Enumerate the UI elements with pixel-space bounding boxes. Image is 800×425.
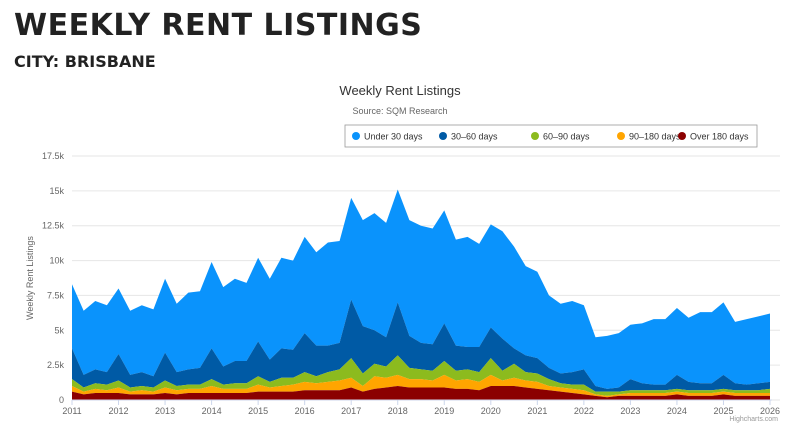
x-tick-label: 2025 <box>713 406 733 416</box>
legend-label: Under 30 days <box>364 132 423 142</box>
page-subtitle: CITY: BRISBANE <box>14 52 156 71</box>
y-tick-label: 17.5k <box>42 151 65 161</box>
legend-marker-icon <box>617 132 625 140</box>
y-axis-label: Weekly Rent Listings <box>25 236 35 320</box>
y-tick-label: 15k <box>49 186 64 196</box>
area-under-30-days[interactable] <box>72 189 770 389</box>
area-90-180-days[interactable] <box>72 374 770 398</box>
legend-marker-icon <box>439 132 447 140</box>
credits[interactable]: Highcharts.com <box>729 416 778 423</box>
legend-box <box>344 124 758 148</box>
y-tick-label: 10k <box>49 256 64 266</box>
legend-item[interactable]: 30–60 days <box>439 132 498 142</box>
y-tick-label: 5k <box>54 325 64 335</box>
legend-label: 30–60 days <box>451 132 498 142</box>
x-tick-label: 2013 <box>155 406 175 416</box>
y-tick-label: 7.5k <box>47 290 65 300</box>
x-tick-label: 2012 <box>109 406 129 416</box>
legend-marker-icon <box>678 132 686 140</box>
legend-item[interactable]: 90–180 days <box>617 132 681 142</box>
x-tick-label: 2017 <box>341 406 361 416</box>
x-tick-label: 2026 <box>760 406 780 416</box>
x-tick-label: 2019 <box>434 406 454 416</box>
x-tick-label: 2018 <box>388 406 408 416</box>
y-tick-label: 12.5k <box>42 221 65 231</box>
y-tick-label: 2.5k <box>47 360 65 370</box>
y-tick-label: 0 <box>59 395 64 405</box>
chart-title: Weekly Rent Listings <box>339 83 461 98</box>
x-tick-label: 2022 <box>574 406 594 416</box>
chart-subtitle: Source: SQM Research <box>352 106 447 116</box>
x-tick-label: 2015 <box>248 406 268 416</box>
x-tick-label: 2011 <box>62 406 81 416</box>
legend-label: Over 180 days <box>690 132 749 142</box>
legend-item[interactable]: Under 30 days <box>352 132 423 142</box>
area-over-180-days[interactable] <box>72 386 770 400</box>
legend-label: 60–90 days <box>543 132 590 142</box>
x-tick-label: 2023 <box>620 406 640 416</box>
legend-item[interactable]: 60–90 days <box>531 132 590 142</box>
legend-item[interactable]: Over 180 days <box>678 132 749 142</box>
legend-label: 90–180 days <box>629 132 681 142</box>
legend-marker-icon <box>531 132 539 140</box>
area-60-90-days[interactable] <box>72 355 770 396</box>
x-tick-label: 2014 <box>202 406 222 416</box>
x-tick-label: 2016 <box>295 406 315 416</box>
page-title: WEEKLY RENT LISTINGS <box>14 8 423 43</box>
x-tick-label: 2021 <box>527 406 547 416</box>
x-tick-label: 2020 <box>481 406 501 416</box>
area-30-60-days[interactable] <box>72 299 770 392</box>
x-tick-label: 2024 <box>667 406 687 416</box>
legend-marker-icon <box>352 132 360 140</box>
